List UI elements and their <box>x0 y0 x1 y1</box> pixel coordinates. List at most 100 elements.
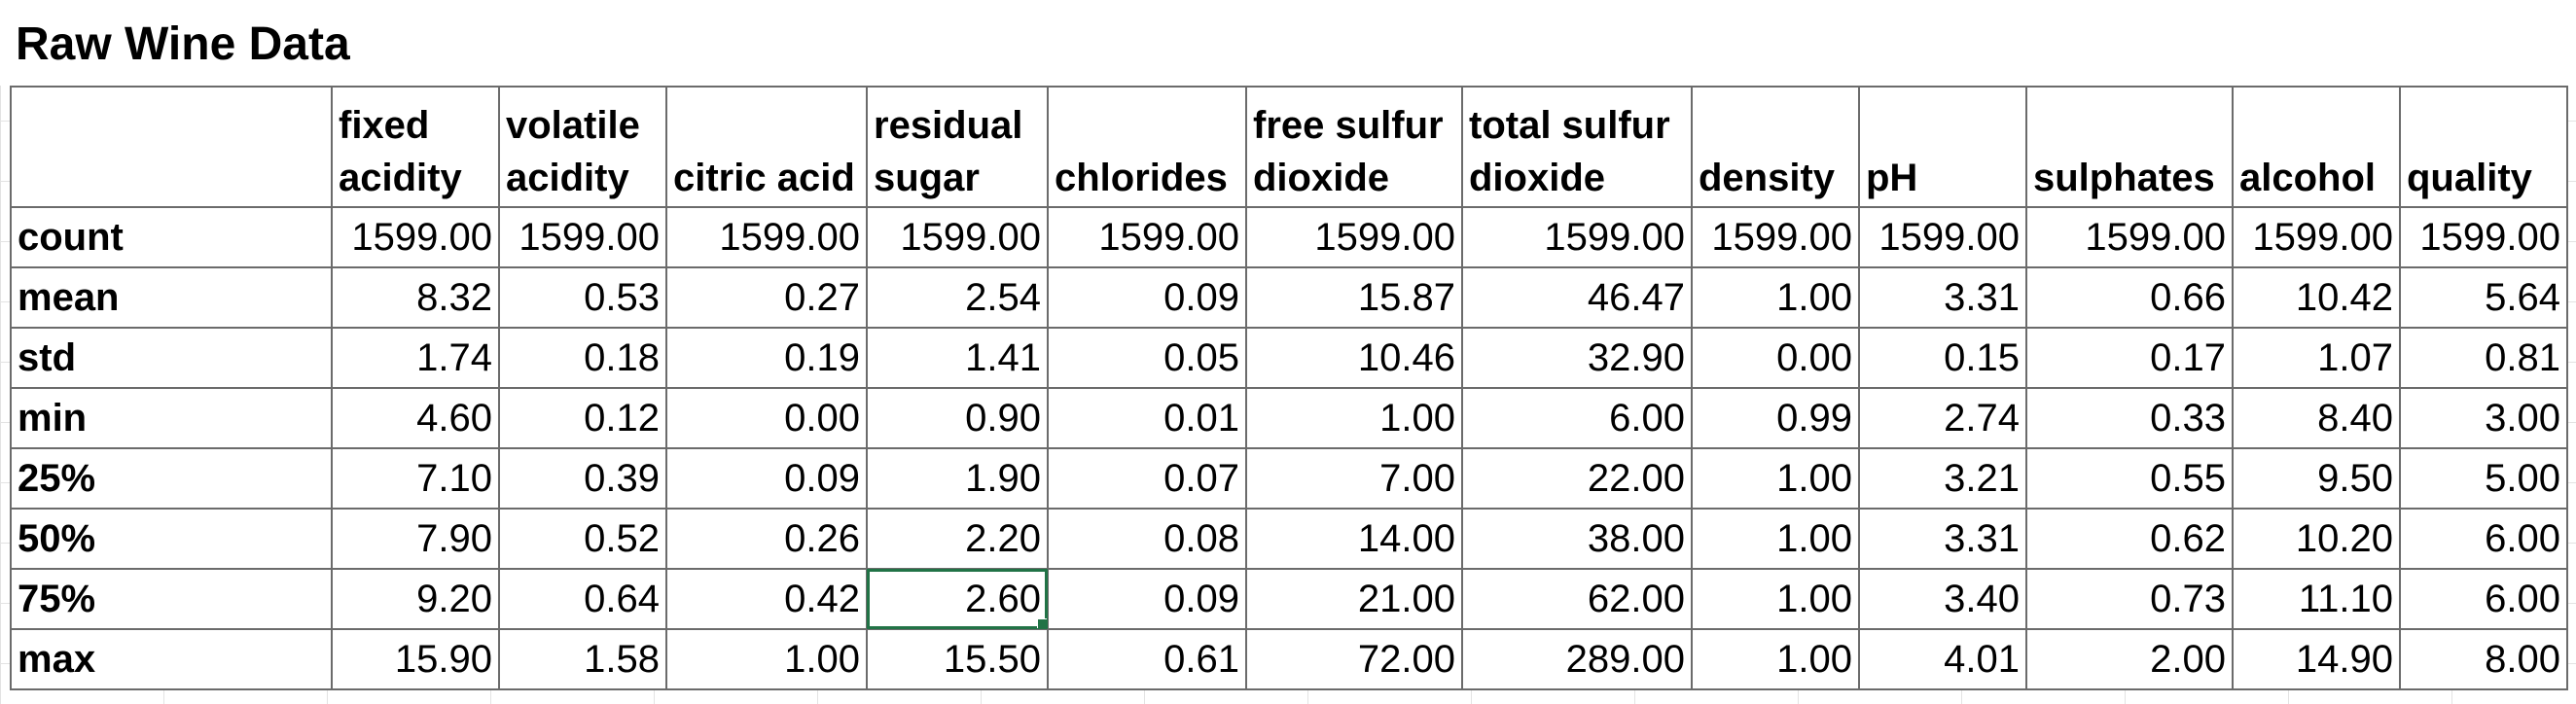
cell-density[interactable]: 1599.00 <box>1691 206 1860 268</box>
cell-residual-sugar[interactable]: 2.20 <box>866 508 1049 570</box>
column-header-total-sulfur-dioxide[interactable]: total sulfur dioxide <box>1461 86 1693 208</box>
fill-handle[interactable] <box>1037 618 1046 627</box>
cell-chlorides[interactable]: 0.09 <box>1047 266 1247 329</box>
cell-free-sulfur-dioxide[interactable]: 72.00 <box>1245 628 1463 690</box>
cell-volatile-acidity[interactable]: 1.58 <box>498 628 667 690</box>
cell-citric-acid[interactable]: 1599.00 <box>665 206 868 268</box>
cell-volatile-acidity[interactable]: 1599.00 <box>498 206 667 268</box>
cell-quality[interactable]: 8.00 <box>2399 628 2568 690</box>
cell-residual-sugar[interactable]: 2.54 <box>866 266 1049 329</box>
cell-fixed-acidity[interactable]: 9.20 <box>331 568 500 630</box>
cell-chlorides[interactable]: 0.05 <box>1047 327 1247 389</box>
cell-chlorides[interactable]: 0.08 <box>1047 508 1247 570</box>
row-label[interactable]: 75% <box>10 568 333 630</box>
title-cell[interactable]: Raw Wine Data <box>0 0 2576 86</box>
cell-quality[interactable]: 0.81 <box>2399 327 2568 389</box>
cell-ph[interactable]: 0.15 <box>1858 327 2027 389</box>
row-label[interactable]: min <box>10 387 333 449</box>
cell-residual-sugar[interactable]: 1.90 <box>866 447 1049 510</box>
row-label[interactable]: 25% <box>10 447 333 510</box>
cell-sulphates[interactable]: 0.55 <box>2025 447 2234 510</box>
cell-volatile-acidity[interactable]: 0.39 <box>498 447 667 510</box>
cell-chlorides[interactable]: 1599.00 <box>1047 206 1247 268</box>
cell-alcohol[interactable]: 14.90 <box>2232 628 2401 690</box>
cell-citric-acid[interactable]: 0.09 <box>665 447 868 510</box>
cell-residual-sugar[interactable]: 0.90 <box>866 387 1049 449</box>
cell-alcohol[interactable]: 8.40 <box>2232 387 2401 449</box>
cell-citric-acid[interactable]: 0.27 <box>665 266 868 329</box>
cell-quality[interactable]: 3.00 <box>2399 387 2568 449</box>
cell-density[interactable]: 1.00 <box>1691 568 1860 630</box>
cell-citric-acid[interactable]: 1.00 <box>665 628 868 690</box>
row-label[interactable]: 50% <box>10 508 333 570</box>
cell-fixed-acidity[interactable]: 8.32 <box>331 266 500 329</box>
cell-volatile-acidity[interactable]: 0.18 <box>498 327 667 389</box>
cell-fixed-acidity[interactable]: 4.60 <box>331 387 500 449</box>
cell-chlorides[interactable]: 0.07 <box>1047 447 1247 510</box>
row-label[interactable]: max <box>10 628 333 690</box>
cell-citric-acid[interactable]: 0.42 <box>665 568 868 630</box>
cell-free-sulfur-dioxide[interactable]: 1599.00 <box>1245 206 1463 268</box>
cell-total-sulfur-dioxide[interactable]: 289.00 <box>1461 628 1693 690</box>
column-header-ph[interactable]: pH <box>1858 86 2027 208</box>
row-label[interactable]: std <box>10 327 333 389</box>
cell-residual-sugar[interactable]: 15.50 <box>866 628 1049 690</box>
cell-citric-acid[interactable]: 0.00 <box>665 387 868 449</box>
cell-free-sulfur-dioxide[interactable]: 15.87 <box>1245 266 1463 329</box>
cell-fixed-acidity[interactable]: 15.90 <box>331 628 500 690</box>
cell-alcohol[interactable]: 10.42 <box>2232 266 2401 329</box>
cell-density[interactable]: 0.00 <box>1691 327 1860 389</box>
cell-density[interactable]: 1.00 <box>1691 508 1860 570</box>
cell-density[interactable]: 1.00 <box>1691 266 1860 329</box>
cell-alcohol[interactable]: 9.50 <box>2232 447 2401 510</box>
active-cell[interactable]: 2.60 <box>866 568 1049 630</box>
cell-free-sulfur-dioxide[interactable]: 14.00 <box>1245 508 1463 570</box>
cell-citric-acid[interactable]: 0.26 <box>665 508 868 570</box>
cell-quality[interactable]: 6.00 <box>2399 568 2568 630</box>
cell-alcohol[interactable]: 11.10 <box>2232 568 2401 630</box>
cell-alcohol[interactable]: 1599.00 <box>2232 206 2401 268</box>
cell-free-sulfur-dioxide[interactable]: 7.00 <box>1245 447 1463 510</box>
cell-volatile-acidity[interactable]: 0.52 <box>498 508 667 570</box>
column-header-citric-acid[interactable]: citric acid <box>665 86 868 208</box>
cell-total-sulfur-dioxide[interactable]: 38.00 <box>1461 508 1693 570</box>
cell-alcohol[interactable]: 10.20 <box>2232 508 2401 570</box>
cell-volatile-acidity[interactable]: 0.12 <box>498 387 667 449</box>
cell-ph[interactable]: 1599.00 <box>1858 206 2027 268</box>
column-header-residual-sugar[interactable]: residual sugar <box>866 86 1049 208</box>
cell-ph[interactable]: 3.40 <box>1858 568 2027 630</box>
cell-sulphates[interactable]: 1599.00 <box>2025 206 2234 268</box>
cell-sulphates[interactable]: 0.33 <box>2025 387 2234 449</box>
cell-quality[interactable]: 6.00 <box>2399 508 2568 570</box>
cell-volatile-acidity[interactable]: 0.64 <box>498 568 667 630</box>
cell-ph[interactable]: 2.74 <box>1858 387 2027 449</box>
cell-free-sulfur-dioxide[interactable]: 21.00 <box>1245 568 1463 630</box>
column-header-free-sulfur-dioxide[interactable]: free sulfur dioxide <box>1245 86 1463 208</box>
cell-total-sulfur-dioxide[interactable]: 32.90 <box>1461 327 1693 389</box>
column-header-density[interactable]: density <box>1691 86 1860 208</box>
cell-total-sulfur-dioxide[interactable]: 6.00 <box>1461 387 1693 449</box>
cell-ph[interactable]: 3.21 <box>1858 447 2027 510</box>
cell-alcohol[interactable]: 1.07 <box>2232 327 2401 389</box>
cell-sulphates[interactable]: 0.73 <box>2025 568 2234 630</box>
cell-total-sulfur-dioxide[interactable]: 46.47 <box>1461 266 1693 329</box>
column-header-volatile-acidity[interactable]: volatile acidity <box>498 86 667 208</box>
cell-chlorides[interactable]: 0.01 <box>1047 387 1247 449</box>
cell-citric-acid[interactable]: 0.19 <box>665 327 868 389</box>
cell-free-sulfur-dioxide[interactable]: 10.46 <box>1245 327 1463 389</box>
cell-ph[interactable]: 3.31 <box>1858 266 2027 329</box>
cell-density[interactable]: 1.00 <box>1691 628 1860 690</box>
cell-sulphates[interactable]: 0.62 <box>2025 508 2234 570</box>
cell-sulphates[interactable]: 0.66 <box>2025 266 2234 329</box>
cell-sulphates[interactable]: 0.17 <box>2025 327 2234 389</box>
cell-sulphates[interactable]: 2.00 <box>2025 628 2234 690</box>
cell-chlorides[interactable]: 0.61 <box>1047 628 1247 690</box>
column-header-alcohol[interactable]: alcohol <box>2232 86 2401 208</box>
row-label[interactable]: count <box>10 206 333 268</box>
column-header-quality[interactable]: quality <box>2399 86 2568 208</box>
cell-fixed-acidity[interactable]: 7.10 <box>331 447 500 510</box>
cell-residual-sugar[interactable]: 1599.00 <box>866 206 1049 268</box>
row-label[interactable]: mean <box>10 266 333 329</box>
cell-total-sulfur-dioxide[interactable]: 62.00 <box>1461 568 1693 630</box>
cell-chlorides[interactable]: 0.09 <box>1047 568 1247 630</box>
